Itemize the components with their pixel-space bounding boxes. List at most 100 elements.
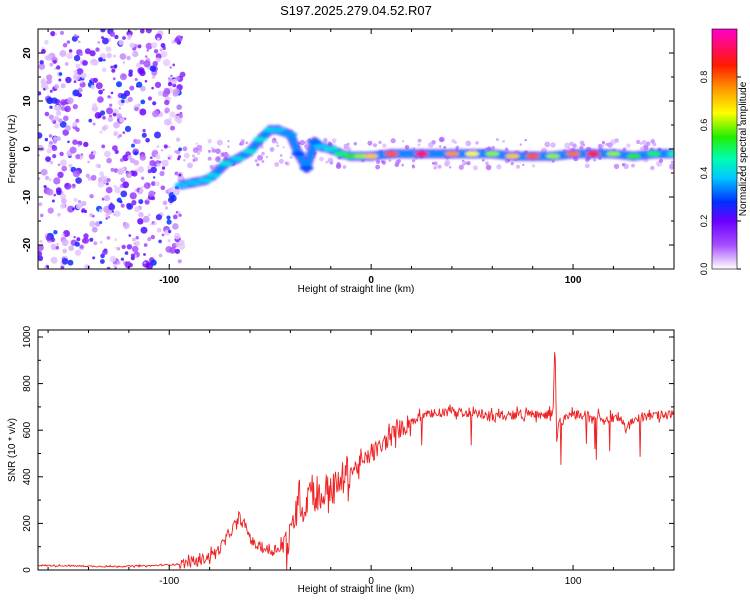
noise-speckle	[160, 185, 166, 191]
noise-speckle	[62, 42, 68, 48]
noise-speckle	[134, 206, 140, 213]
noise-speckle	[502, 140, 505, 143]
noise-speckle	[99, 171, 104, 177]
ridge-point	[283, 132, 298, 138]
noise-speckle	[76, 35, 80, 39]
noise-speckle	[122, 181, 130, 189]
noise-speckle	[145, 137, 150, 143]
noise-speckle	[99, 130, 103, 134]
noise-speckle	[327, 157, 334, 164]
noise-speckle	[114, 210, 121, 217]
noise-speckle	[168, 229, 172, 234]
noise-speckle	[54, 32, 58, 36]
noise-speckle	[60, 106, 66, 111]
noise-speckle	[68, 163, 73, 168]
noise-speckle	[38, 144, 44, 152]
noise-speckle	[175, 137, 181, 142]
noise-speckle	[172, 88, 180, 96]
noise-speckle	[375, 164, 380, 170]
noise-speckle	[66, 40, 71, 44]
noise-speckle	[584, 163, 590, 169]
noise-speckle	[175, 211, 179, 214]
noise-speckle	[84, 48, 91, 55]
noise-speckle	[439, 145, 442, 148]
noise-speckle	[54, 104, 62, 112]
noise-speckle	[240, 139, 245, 143]
noise-speckle	[72, 183, 76, 187]
noise-speckle	[161, 159, 169, 167]
noise-speckle	[282, 146, 285, 149]
noise-speckle	[56, 110, 62, 116]
noise-speckle	[140, 29, 145, 34]
noise-speckle	[524, 138, 527, 142]
noise-speckle	[93, 60, 99, 66]
noise-speckle	[544, 141, 551, 148]
noise-speckle	[114, 238, 118, 242]
noise-speckle	[87, 160, 90, 164]
signal-ridge	[174, 125, 674, 190]
noise-speckle	[155, 154, 161, 160]
noise-speckle	[162, 200, 168, 206]
noise-speckle	[178, 239, 185, 246]
noise-speckle	[50, 30, 56, 37]
noise-speckle	[143, 243, 148, 247]
noise-speckle	[45, 235, 52, 241]
noise-speckle	[105, 217, 108, 220]
noise-speckle	[54, 84, 59, 90]
noise-speckle	[76, 203, 82, 210]
ridge-point	[646, 151, 661, 157]
x-tick-label: 0	[368, 275, 374, 286]
noise-speckle	[207, 139, 212, 144]
noise-speckle	[461, 159, 465, 163]
noise-speckle	[113, 184, 117, 188]
noise-speckle	[142, 215, 150, 223]
ridge-band-segment	[287, 131, 302, 157]
noise-speckle	[323, 137, 328, 142]
noise-speckle	[179, 71, 186, 78]
ridge-point	[174, 182, 189, 188]
noise-speckle	[67, 259, 74, 266]
spectrogram-x-axis-label: Height of straight line (km)	[298, 284, 415, 295]
noise-speckle	[38, 202, 43, 207]
noise-speckle	[49, 160, 54, 165]
noise-speckle	[417, 138, 422, 143]
noise-speckle	[114, 149, 119, 154]
noise-speckle	[157, 90, 164, 96]
colorbar: 0.0 0.2 0.4 0.6 0.8 Normalized spectral ampl…	[699, 28, 749, 275]
snr-y-axis: 0 200 400 600 800 1000	[22, 325, 674, 573]
noise-speckle	[640, 146, 645, 151]
noise-speckle	[112, 54, 116, 58]
noise-speckle	[167, 188, 173, 193]
noise-speckle	[95, 82, 103, 90]
noise-speckle	[65, 76, 72, 84]
noise-speckle	[150, 234, 155, 240]
noise-speckle	[169, 66, 172, 69]
ridge-point	[198, 177, 213, 183]
snr-plot-frame	[37, 329, 675, 571]
noise-speckle	[49, 89, 53, 93]
noise-speckle	[141, 132, 147, 138]
colorbar-label: Normalized spectral amplitude	[738, 81, 749, 216]
ridge-point	[313, 144, 328, 150]
noise-speckle	[51, 145, 58, 152]
noise-speckle	[198, 148, 202, 153]
noise-speckle	[101, 67, 107, 72]
noise-speckle	[101, 144, 106, 149]
noise-speckle	[156, 162, 160, 167]
noise-speckle	[495, 138, 499, 142]
ridge-point	[206, 173, 221, 178]
noise-speckle	[145, 29, 152, 34]
noise-speckle	[227, 140, 230, 143]
noise-speckle	[107, 215, 111, 219]
noise-speckle	[71, 35, 78, 42]
noise-speckle	[89, 194, 94, 199]
noise-speckle	[45, 175, 50, 181]
noise-speckle	[38, 132, 43, 139]
noise-speckle	[75, 63, 81, 69]
noise-speckle	[284, 161, 288, 165]
noise-speckle	[641, 140, 647, 145]
y-tick-label: 200	[22, 515, 33, 532]
noise-speckle	[76, 237, 81, 242]
noise-speckle	[140, 99, 146, 105]
